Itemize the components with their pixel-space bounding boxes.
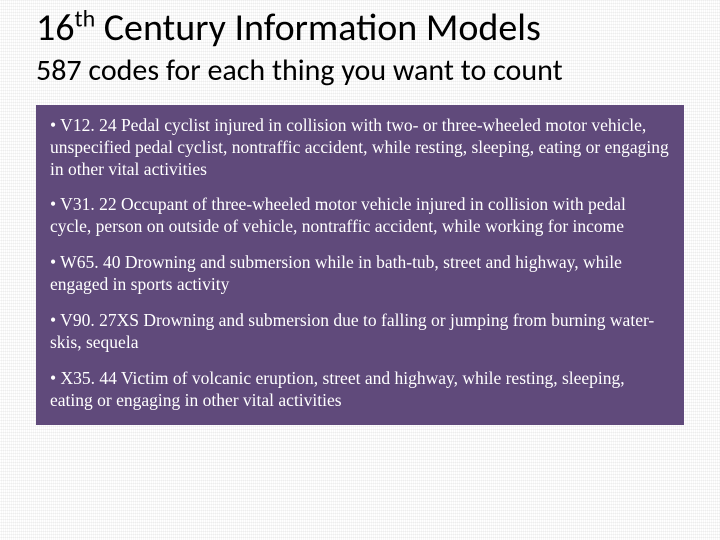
slide-subtitle: 587 codes for each thing you want to cou… [36,54,684,87]
code-item: • X35. 44 Victim of volcanic eruption, s… [50,368,670,412]
title-superscript: th [75,4,96,33]
code-item: • V12. 24 Pedal cyclist injured in colli… [50,115,670,181]
title-rest: Century Information Models [95,5,541,51]
slide-title: 16th Century Information Models [36,8,684,50]
codes-box: • V12. 24 Pedal cyclist injured in colli… [36,105,684,426]
code-item: • W65. 40 Drowning and submersion while … [50,252,670,296]
title-prefix: 16 [36,5,75,51]
code-item: • V90. 27XS Drowning and submersion due … [50,310,670,354]
slide-content: 16th Century Information Models 587 code… [0,0,720,425]
code-item: • V31. 22 Occupant of three-wheeled moto… [50,194,670,238]
